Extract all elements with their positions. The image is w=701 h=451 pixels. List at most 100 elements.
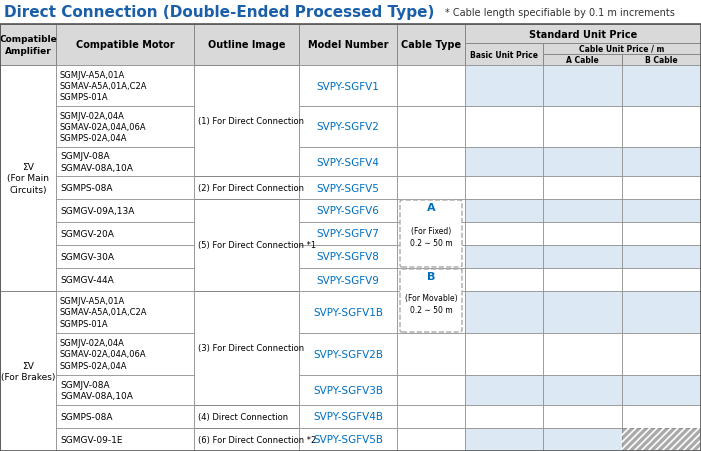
Bar [543, 428, 622, 451]
Bar [299, 428, 397, 451]
Bar [56, 405, 194, 428]
Bar [56, 25, 194, 66]
Text: Compatible Motor: Compatible Motor [76, 41, 175, 51]
Bar [299, 199, 397, 222]
Bar [465, 268, 543, 291]
Bar [194, 428, 299, 451]
Text: SVPY-SGFV2B: SVPY-SGFV2B [313, 349, 383, 359]
Bar [397, 405, 465, 428]
Bar [543, 55, 622, 66]
Bar [465, 245, 543, 268]
Text: (2) For Direct Connection: (2) For Direct Connection [198, 184, 304, 193]
Text: ΣV
(For Brakes): ΣV (For Brakes) [1, 361, 55, 381]
Bar [543, 405, 622, 428]
Bar [543, 199, 622, 222]
Bar [397, 333, 465, 375]
Bar [299, 25, 397, 66]
Bar [397, 222, 465, 245]
Bar [299, 66, 397, 107]
Bar [56, 245, 194, 268]
Text: ΣV
(For Main
Circuits): ΣV (For Main Circuits) [7, 163, 49, 194]
Bar [194, 66, 299, 177]
Bar [397, 245, 465, 268]
Bar [543, 291, 622, 333]
Bar [465, 66, 543, 107]
Text: (5) For Direct Connection *1: (5) For Direct Connection *1 [198, 241, 316, 250]
Bar [622, 177, 701, 199]
Bar [56, 333, 194, 375]
Text: SVPY-SGFV4B: SVPY-SGFV4B [313, 412, 383, 422]
Text: Outline Image: Outline Image [207, 41, 285, 51]
FancyBboxPatch shape [400, 201, 462, 267]
Bar [465, 405, 543, 428]
Bar [543, 375, 622, 405]
Bar [299, 405, 397, 428]
Bar [465, 25, 701, 44]
Bar [397, 291, 465, 333]
Bar [299, 177, 397, 199]
Text: A: A [427, 202, 435, 212]
Bar [299, 291, 397, 333]
Text: B Cable: B Cable [645, 56, 678, 65]
Text: SGMJV-08A
SGMAV-08A,10A: SGMJV-08A SGMAV-08A,10A [60, 152, 133, 172]
Bar [0, 0, 701, 25]
Bar [299, 268, 397, 291]
Bar [56, 199, 194, 222]
Bar [299, 333, 397, 375]
Bar [465, 177, 543, 199]
Bar [465, 147, 543, 177]
Bar [194, 405, 299, 428]
Text: (3) For Direct Connection: (3) For Direct Connection [198, 344, 304, 353]
Bar [397, 147, 465, 177]
Bar [56, 428, 194, 451]
Text: Direct Connection (Double-Ended Processed Type): Direct Connection (Double-Ended Processe… [4, 5, 435, 20]
Bar [465, 375, 543, 405]
Bar [0, 291, 56, 451]
Text: SVPY-SGFV1B: SVPY-SGFV1B [313, 307, 383, 318]
Text: (1) For Direct Connection: (1) For Direct Connection [198, 117, 304, 126]
Bar [397, 268, 465, 291]
Bar [543, 66, 622, 107]
Text: SVPY-SGFV9: SVPY-SGFV9 [317, 275, 379, 285]
Bar [622, 147, 701, 177]
Text: A Cable: A Cable [566, 56, 599, 65]
Text: SVPY-SGFV4: SVPY-SGFV4 [317, 157, 379, 167]
Text: SVPY-SGFV5: SVPY-SGFV5 [317, 183, 379, 193]
Bar [465, 428, 543, 451]
Text: B: B [427, 272, 435, 281]
Bar [465, 44, 543, 66]
Bar [56, 375, 194, 405]
Text: Cable Unit Price / m: Cable Unit Price / m [579, 45, 665, 54]
Text: SGMPS-08A: SGMPS-08A [60, 184, 112, 193]
Bar [397, 66, 465, 107]
Bar [0, 25, 56, 66]
Text: SGMJV-A5A,01A
SGMAV-A5A,01A,C2A
SGMPS-01A: SGMJV-A5A,01A SGMAV-A5A,01A,C2A SGMPS-01… [60, 71, 147, 102]
Bar [622, 291, 701, 333]
Bar [194, 25, 299, 66]
Text: SGMGV-44A: SGMGV-44A [60, 276, 114, 285]
Bar [622, 107, 701, 147]
Bar [622, 55, 701, 66]
Text: (4) Direct Connection: (4) Direct Connection [198, 412, 288, 421]
Bar [194, 199, 299, 291]
Bar [543, 222, 622, 245]
Text: SGMJV-A5A,01A
SGMAV-A5A,01A,C2A
SGMPS-01A: SGMJV-A5A,01A SGMAV-A5A,01A,C2A SGMPS-01… [60, 297, 147, 328]
Text: (6) For Direct Connection *2: (6) For Direct Connection *2 [198, 435, 316, 444]
Bar [397, 177, 465, 199]
Bar [622, 268, 701, 291]
Text: SVPY-SGFV2: SVPY-SGFV2 [317, 122, 379, 132]
Text: Compatible
Amplifier: Compatible Amplifier [0, 35, 57, 55]
Bar [299, 375, 397, 405]
Bar [465, 333, 543, 375]
Bar [397, 25, 465, 66]
Bar [543, 107, 622, 147]
Bar [56, 66, 194, 107]
Text: SVPY-SGFV6: SVPY-SGFV6 [317, 206, 379, 216]
Bar [622, 222, 701, 245]
Bar [622, 333, 701, 375]
Text: SVPY-SGFV7: SVPY-SGFV7 [317, 229, 379, 239]
Bar [465, 107, 543, 147]
Text: Basic Unit Price: Basic Unit Price [470, 51, 538, 60]
Bar [465, 199, 543, 222]
Text: SGMGV-09A,13A: SGMGV-09A,13A [60, 207, 135, 216]
